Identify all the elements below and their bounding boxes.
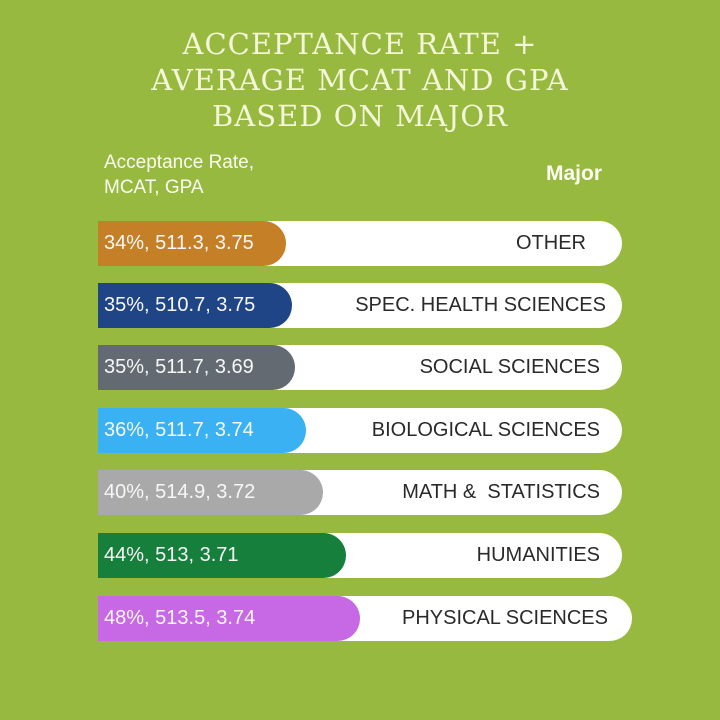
- major-label: BIOLOGICAL SCIENCES: [371, 419, 600, 441]
- column-header-stats: Acceptance Rate, MCAT, GPA: [104, 150, 254, 200]
- title-line-3: BASED ON MAJOR: [212, 99, 508, 133]
- column-header-stats-line-1: Acceptance Rate,: [104, 152, 254, 173]
- bar-row-spec-health-sciences: 35%, 510.7, 3.75 SPEC. HEALTH SCIENCES: [98, 283, 622, 328]
- column-header-stats-line-2: MCAT, GPA: [104, 177, 204, 198]
- bar-fill: 35%, 510.7, 3.75: [98, 283, 292, 328]
- title-line-1: ACCEPTANCE RATE +: [182, 27, 538, 61]
- bar-fill: 44%, 513, 3.71: [98, 533, 346, 578]
- bar-row-physical-sciences: 48%, 513.5, 3.74 PHYSICAL SCIENCES: [98, 596, 632, 641]
- bar-fill: 48%, 513.5, 3.74: [98, 596, 360, 641]
- major-label: SOCIAL SCIENCES: [419, 356, 600, 378]
- bar-row-math-statistics: 40%, 514.9, 3.72 MATH & STATISTICS: [98, 470, 622, 515]
- bar-fill: 34%, 511.3, 3.75: [98, 221, 286, 266]
- bar-row-humanities: 44%, 513, 3.71 HUMANITIES: [98, 533, 622, 578]
- bar-fill: 40%, 514.9, 3.72: [98, 470, 323, 515]
- major-label: HUMANITIES: [476, 544, 600, 566]
- bar-row-social-sciences: 35%, 511.7, 3.69 SOCIAL SCIENCES: [98, 345, 622, 390]
- major-label: PHYSICAL SCIENCES: [402, 607, 608, 629]
- bar-fill: 35%, 511.7, 3.69: [98, 345, 295, 390]
- chart-title: ACCEPTANCE RATE + AVERAGE MCAT AND GPA B…: [0, 26, 720, 134]
- column-header-major: Major: [546, 162, 603, 185]
- major-label: OTHER: [516, 232, 586, 254]
- title-line-2: AVERAGE MCAT AND GPA: [151, 63, 569, 97]
- major-label: SPEC. HEALTH SCIENCES: [355, 294, 606, 316]
- major-label: MATH & STATISTICS: [402, 481, 600, 503]
- bar-fill: 36%, 511.7, 3.74: [98, 408, 306, 453]
- bar-row-other: 34%, 511.3, 3.75 OTHER: [98, 221, 622, 266]
- bar-row-biological-sciences: 36%, 511.7, 3.74 BIOLOGICAL SCIENCES: [98, 408, 622, 453]
